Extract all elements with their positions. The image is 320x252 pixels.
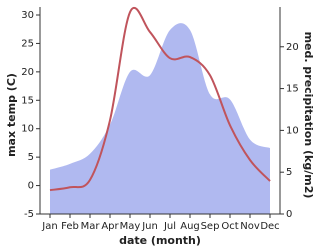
x-tick-label: Dec (260, 221, 279, 232)
y2-tick-label: 20 (286, 42, 299, 53)
x-tick-label: Mar (81, 221, 101, 232)
x-tick-label: Aug (180, 221, 200, 232)
y-tick-label: 20 (21, 67, 34, 78)
y2-tick-label: 5 (286, 167, 292, 178)
x-tick-label: Apr (101, 221, 119, 232)
precipitation-area (50, 23, 270, 214)
x-axis-label: date (month) (119, 234, 201, 247)
y-tick-label: 30 (21, 10, 34, 21)
y2-tick-label: 15 (286, 84, 299, 95)
x-tick-label: Feb (61, 221, 79, 232)
x-tick-label: May (120, 221, 141, 232)
x-tick-label: Nov (240, 221, 260, 232)
y2-axis-label: med. precipitation (kg/m2) (302, 32, 315, 199)
y-axis-label: max temp (C) (5, 73, 18, 157)
x-tick-label: Oct (221, 221, 238, 232)
x-tick-label: Jun (141, 221, 158, 232)
y-tick-label: 0 (28, 181, 34, 192)
y2-tick-label: 10 (286, 125, 299, 136)
y2-tick-label: 0 (286, 209, 292, 220)
x-tick-label: Jan (41, 221, 57, 232)
y-tick-label: 5 (28, 152, 34, 163)
y-tick-label: 10 (21, 124, 34, 135)
x-tick-label: Sep (201, 221, 220, 232)
temperature-line (49, 6, 271, 192)
y-tick-label: 15 (21, 95, 34, 106)
y-tick-label: 25 (21, 38, 34, 49)
y-tick-label: -5 (24, 209, 34, 220)
x-tick-label: Jul (163, 221, 176, 232)
